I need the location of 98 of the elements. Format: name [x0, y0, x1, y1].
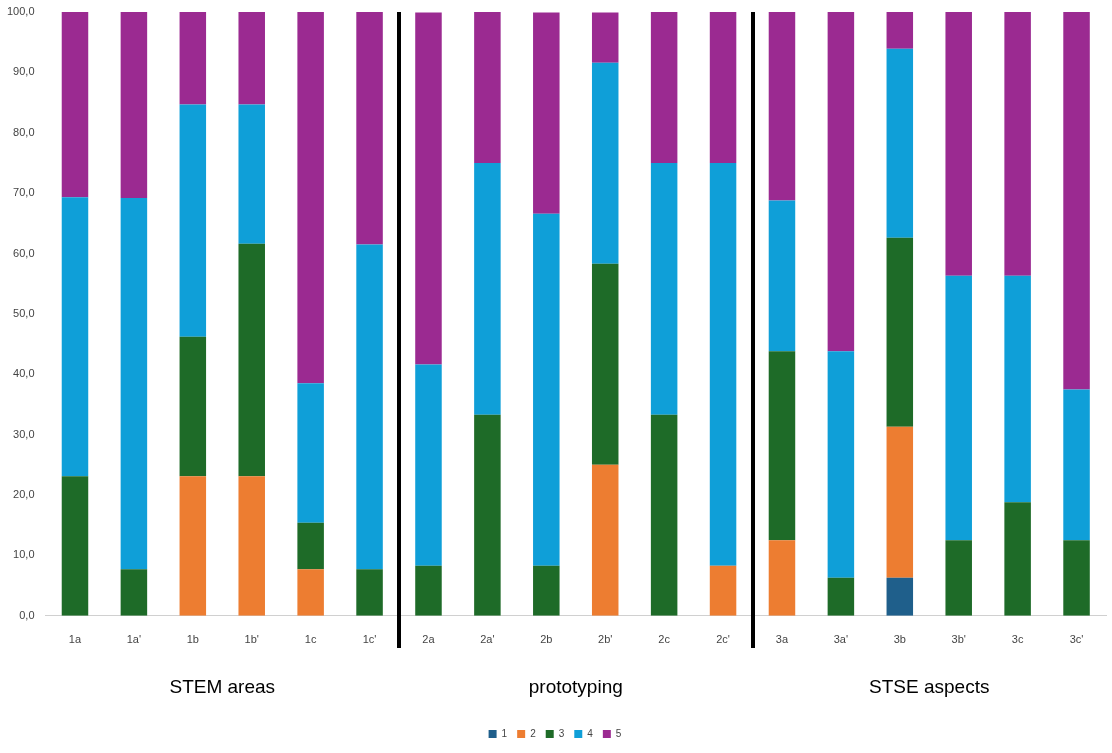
bar	[297, 569, 324, 616]
bar	[945, 275, 972, 541]
y-tick-label: 60,0	[13, 246, 35, 259]
bar	[297, 522, 324, 570]
bar	[297, 383, 324, 523]
bar	[415, 565, 442, 616]
bar	[591, 263, 619, 465]
x-tick-label: 3a	[775, 633, 789, 646]
bar	[356, 569, 383, 616]
bar	[61, 197, 89, 477]
bar	[650, 414, 678, 616]
bar	[120, 12, 148, 198]
y-tick-label: 100,0	[7, 5, 35, 18]
bar	[415, 12, 442, 365]
y-tick-label: 10,0	[13, 548, 35, 561]
y-tick-label: 50,0	[13, 306, 35, 319]
bar	[650, 162, 678, 415]
y-tick-label: 0,0	[19, 608, 35, 621]
x-tick-label: 2c'	[716, 633, 730, 646]
bar	[709, 12, 737, 163]
bar	[827, 12, 855, 352]
x-tick-label: 3b	[893, 633, 906, 646]
bar	[1004, 275, 1031, 503]
bar	[768, 540, 796, 616]
bar	[886, 577, 914, 616]
y-tick-label: 80,0	[13, 125, 35, 138]
bar	[474, 12, 501, 163]
bar	[120, 197, 148, 570]
bar	[591, 62, 619, 264]
legend-label: 5	[615, 727, 622, 739]
bar	[120, 569, 148, 616]
bar	[945, 540, 972, 616]
bar	[179, 476, 207, 616]
bar	[768, 351, 796, 541]
y-tick-label: 30,0	[13, 427, 35, 440]
bar	[533, 213, 560, 566]
bar	[238, 104, 265, 244]
bar	[533, 12, 560, 214]
bar	[886, 48, 914, 238]
x-tick-label: 1c	[304, 633, 317, 646]
bar	[1004, 502, 1031, 616]
x-tick-label: 1a'	[126, 633, 142, 646]
x-tick-label: 1a	[68, 633, 82, 646]
x-tick-label: 2a	[422, 633, 436, 646]
text: STSE aspects	[869, 676, 990, 698]
bar	[768, 200, 796, 352]
bar	[238, 243, 265, 477]
bar	[179, 12, 207, 105]
x-tick-label: 2b	[540, 633, 553, 646]
text: STEM areas	[169, 676, 276, 698]
bar	[709, 565, 737, 616]
bar	[1063, 389, 1090, 541]
bar	[945, 12, 972, 276]
x-tick-label: 3a'	[833, 633, 849, 646]
bar	[886, 426, 914, 578]
bar	[179, 104, 207, 337]
text: prototyping	[528, 676, 623, 698]
bar	[356, 244, 383, 570]
y-tick-label: 20,0	[13, 488, 35, 501]
x-tick-label: 3b'	[951, 633, 966, 646]
bar	[768, 12, 796, 201]
x-tick-label: 3c	[1011, 633, 1024, 646]
bar	[886, 237, 914, 427]
bar	[238, 476, 265, 616]
bar	[1063, 540, 1090, 616]
x-tick-label: 2b'	[598, 633, 613, 646]
bar	[297, 12, 324, 384]
bar	[827, 351, 855, 578]
legend-label: 2	[530, 727, 537, 739]
x-tick-label: 1b'	[244, 633, 259, 646]
bar	[474, 162, 501, 415]
bar	[591, 464, 619, 616]
bar	[356, 12, 383, 245]
bar	[474, 414, 501, 616]
legend-label: 4	[587, 727, 594, 739]
bar	[179, 336, 207, 477]
bar	[415, 364, 442, 566]
x-tick-label: 2a'	[480, 633, 495, 646]
bar	[238, 12, 265, 105]
y-tick-label: 90,0	[13, 65, 35, 78]
y-tick-label: 40,0	[13, 367, 35, 380]
legend-label: 1	[501, 727, 508, 739]
bar	[61, 476, 89, 616]
bar	[709, 162, 737, 566]
bar	[61, 12, 89, 198]
x-tick-label: 1b	[186, 633, 199, 646]
bar	[533, 565, 560, 616]
legend-label: 3	[558, 727, 565, 739]
bar	[886, 12, 914, 49]
x-tick-label: 3c'	[1069, 633, 1084, 646]
x-tick-label: 2c	[658, 633, 671, 646]
y-tick-label: 70,0	[13, 186, 35, 199]
bar	[1063, 12, 1090, 390]
bar	[591, 12, 619, 63]
bar	[827, 577, 855, 616]
bar	[650, 12, 678, 163]
bar	[1004, 12, 1031, 276]
x-tick-label: 1c'	[362, 633, 377, 646]
